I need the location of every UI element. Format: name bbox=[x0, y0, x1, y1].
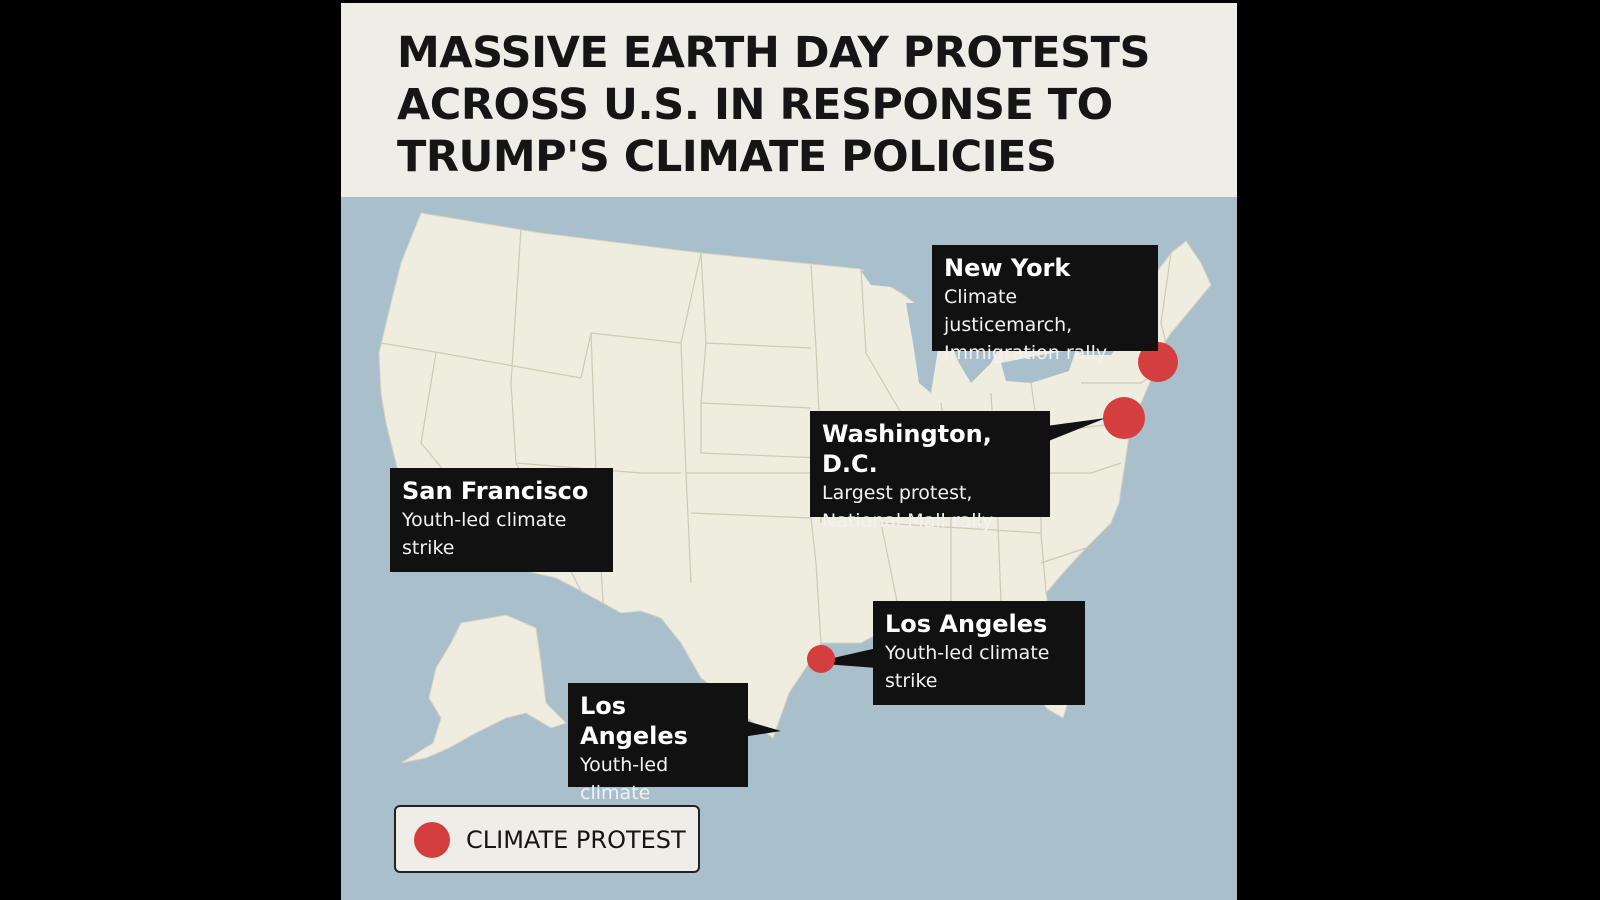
callout-city: Washington, D.C. bbox=[822, 420, 992, 478]
marker-houston[interactable] bbox=[807, 645, 835, 673]
marker-new-york[interactable] bbox=[1138, 342, 1178, 382]
callout-los-angeles-left: Los Angeles Youth-led climate strike bbox=[568, 683, 748, 832]
callout-city: New York bbox=[944, 254, 1071, 282]
callout-city: San Francisco bbox=[402, 477, 589, 505]
callout-desc-line: strike bbox=[402, 537, 455, 559]
red-circle-icon bbox=[414, 822, 450, 858]
callout-city: Los Angeles bbox=[885, 610, 1048, 638]
legend-label: CLIMATE PROTEST bbox=[466, 826, 686, 854]
map-panel: MASSIVE EARTH DAY PROTESTS ACROSS U.S. I… bbox=[341, 3, 1237, 900]
callout-desc-line: Immigration rally bbox=[944, 342, 1108, 364]
callout-desc-line: National Mall rally bbox=[822, 510, 994, 532]
legend: CLIMATE PROTEST bbox=[394, 805, 700, 873]
callout-san-francisco: San Francisco Youth-led climate strike bbox=[390, 468, 613, 572]
callout-desc-line: Climate justicemarch, bbox=[944, 286, 1073, 336]
callout-desc-line: strike bbox=[885, 670, 938, 692]
alaska bbox=[400, 614, 567, 764]
page-title: MASSIVE EARTH DAY PROTESTS ACROSS U.S. I… bbox=[397, 28, 1150, 182]
callout-los-angeles-right: Los Angeles Youth-led climate strike bbox=[873, 601, 1085, 705]
callout-desc-line: Youth-led climate bbox=[580, 754, 669, 804]
callout-desc-line: Youth-led climate bbox=[885, 642, 1050, 664]
callout-city: Los Angeles bbox=[580, 692, 688, 750]
callout-desc-line: Largest protest, bbox=[822, 482, 973, 504]
marker-washington-dc[interactable] bbox=[1103, 397, 1145, 439]
callout-washington-dc: Washington, D.C. Largest protest, Nation… bbox=[810, 411, 1050, 532]
callout-new-york: New York Climate justicemarch, Immigrati… bbox=[932, 245, 1158, 364]
callout-desc-line: Youth-led climate bbox=[402, 509, 567, 531]
header: MASSIVE EARTH DAY PROTESTS ACROSS U.S. I… bbox=[341, 3, 1237, 197]
